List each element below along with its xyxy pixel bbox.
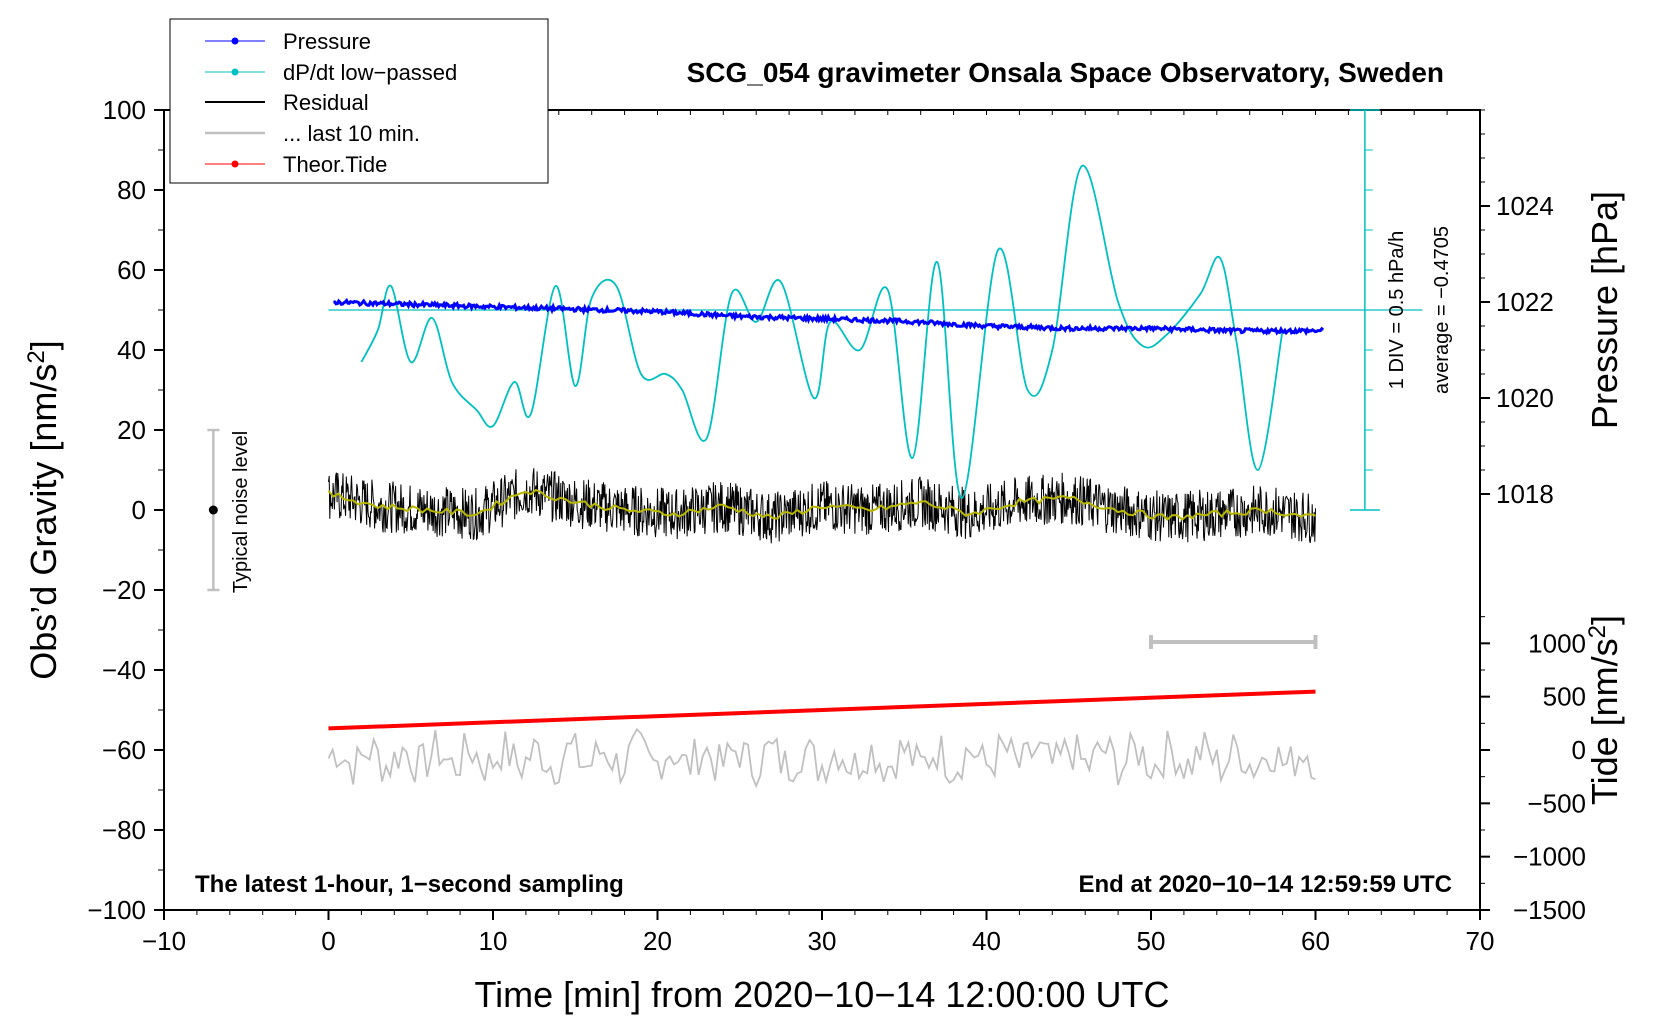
svg-text:Residual: Residual xyxy=(283,90,369,115)
tide-tick-label: 1000 xyxy=(1528,628,1586,658)
legend-entry-tide: Theor.Tide xyxy=(205,152,387,177)
x-axis-label: Time [min] from 2020−10−14 12:00:00 UTC xyxy=(474,974,1169,1015)
y-tick-label: 20 xyxy=(117,415,146,445)
tide-axis: −1500 −1000 −500 0 500 1000 xyxy=(1480,616,1586,925)
y-axis-label-pressure: Pressure [hPa] xyxy=(1584,191,1625,429)
series-pressure xyxy=(333,297,1325,337)
series-last-10-min xyxy=(327,727,1316,789)
x-tick-label: 20 xyxy=(643,926,672,956)
y-tick-label: −80 xyxy=(102,815,146,845)
x-tick-label: 10 xyxy=(479,926,508,956)
y-tick-label: 60 xyxy=(117,255,146,285)
tide-tick-label: −1000 xyxy=(1513,842,1586,872)
y-tick-label: 0 xyxy=(132,495,146,525)
x-tick-label: 40 xyxy=(972,926,1001,956)
annotation-noise: Typical noise level xyxy=(230,431,252,593)
noise-bar-dot xyxy=(208,505,218,515)
x-tick-label: 60 xyxy=(1301,926,1330,956)
x-tick-label: 50 xyxy=(1137,926,1166,956)
svg-text:Pressure: Pressure xyxy=(283,29,371,54)
tide-tick-label: 500 xyxy=(1543,682,1586,712)
y-axis-label-tide: Tide [nm/s2] xyxy=(1584,615,1625,805)
legend-entry-residual: Residual xyxy=(205,90,369,115)
y-tick-label: 80 xyxy=(117,175,146,205)
svg-text:... last 10 min.: ... last 10 min. xyxy=(283,121,420,146)
noise-level-bar xyxy=(207,428,220,592)
y-tick-label: −100 xyxy=(87,895,146,925)
svg-text:dP/dt low−passed: dP/dt low−passed xyxy=(283,60,457,85)
y-axis-label-left: Obs’d Gravity [nm/s2] xyxy=(23,340,64,679)
y-tick-label: 40 xyxy=(117,335,146,365)
y-tick-label: 100 xyxy=(103,95,146,125)
y-tick-label: −20 xyxy=(102,575,146,605)
legend-entry-dpdt: dP/dt low−passed xyxy=(205,60,457,85)
y-tick-label: −40 xyxy=(102,655,146,685)
series-residual xyxy=(328,468,1316,544)
x-tick-label: −10 xyxy=(142,926,186,956)
pressure-tick-label: 1022 xyxy=(1496,287,1554,317)
y-tick-labels: −100 −80 −60 −40 −20 0 20 40 60 80 100 xyxy=(87,95,146,925)
x-tick-label: 70 xyxy=(1466,926,1495,956)
legend-entry-last10: ... last 10 min. xyxy=(205,121,420,146)
series-layer xyxy=(327,165,1325,789)
series-theor-tide xyxy=(328,689,1316,731)
tide-tick-label: −500 xyxy=(1527,788,1586,818)
y-tick-label: −60 xyxy=(102,735,146,765)
svg-text:Theor.Tide: Theor.Tide xyxy=(283,152,387,177)
tide-tick-label: −1500 xyxy=(1513,895,1586,925)
dpdt-scale-axis xyxy=(328,109,1423,511)
legend-entry-pressure: Pressure xyxy=(205,29,371,54)
axis-ticks xyxy=(154,109,1481,920)
x-tick-label: 0 xyxy=(321,926,335,956)
pressure-tick-label: 1024 xyxy=(1496,191,1554,221)
x-tick-labels: −10 0 10 20 30 40 50 60 70 xyxy=(142,926,1495,956)
series-dpdt xyxy=(360,165,1284,499)
chart-title: SCG_054 gravimeter Onsala Space Observat… xyxy=(687,57,1444,88)
tide-tick-label: 0 xyxy=(1572,735,1586,765)
x-tick-label: 30 xyxy=(808,926,837,956)
annotation-end-time: End at 2020−10−14 12:59:59 UTC xyxy=(1078,871,1452,898)
legend: Pressure dP/dt low−passed Residual ... l… xyxy=(169,18,549,184)
pressure-tick-label: 1018 xyxy=(1496,479,1554,509)
annotation-scale-div: 1 DIV = 0.5 hPa/h xyxy=(1386,231,1408,389)
series-residual-smoothed xyxy=(327,488,1316,521)
annotation-scale-average: average = −0.4705 xyxy=(1431,226,1453,394)
pressure-axis: 1018 1020 1022 1024 xyxy=(1480,109,1554,509)
pressure-tick-label: 1020 xyxy=(1496,383,1554,413)
annotation-sampling: The latest 1-hour, 1−second sampling xyxy=(195,871,624,898)
